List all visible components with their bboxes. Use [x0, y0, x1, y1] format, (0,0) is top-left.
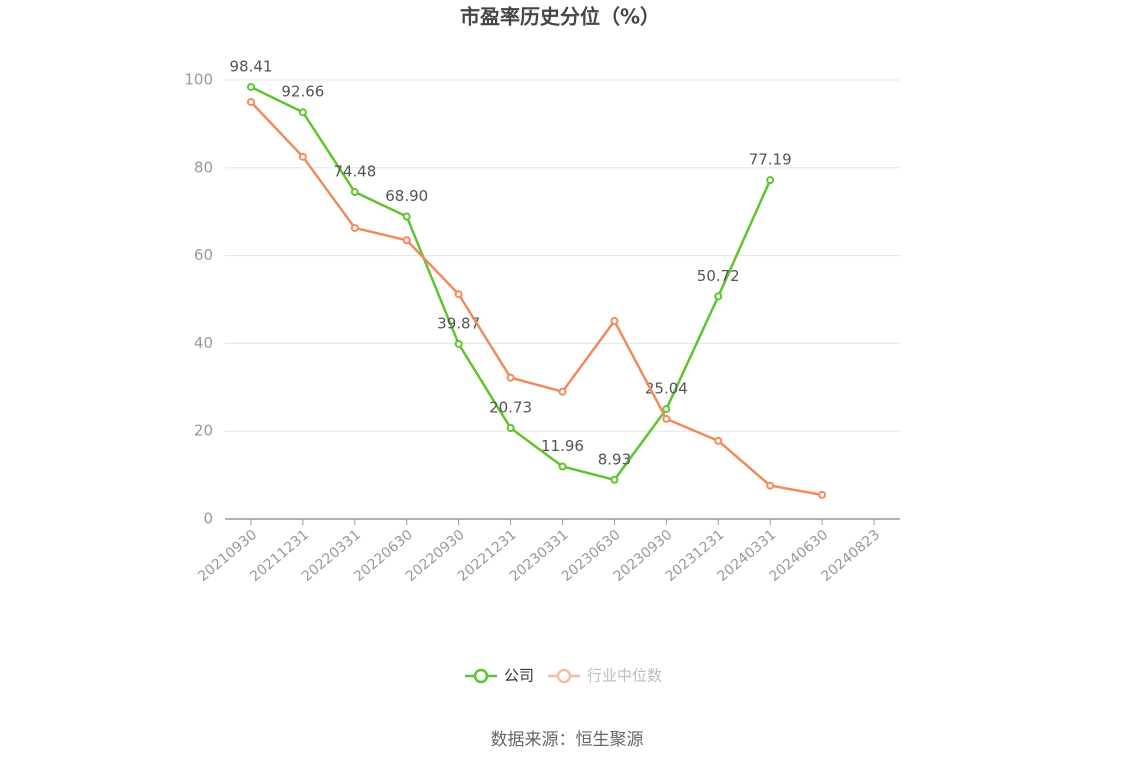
- data-point: [506, 423, 515, 432]
- data-point: [454, 339, 463, 348]
- data-label: 98.41: [229, 57, 272, 75]
- data-point: [350, 223, 359, 232]
- legend-label: 公司: [504, 667, 534, 685]
- legend-item: 行业中位数: [548, 667, 662, 685]
- legend-marker: [556, 668, 572, 684]
- data-point: [766, 176, 775, 185]
- y-tick-label: 20: [194, 422, 213, 440]
- data-label: 39.87: [437, 314, 480, 332]
- series-line: [250, 101, 823, 497]
- data-point: [766, 481, 775, 490]
- data-point: [558, 462, 567, 471]
- data-point: [402, 212, 411, 221]
- legend-item: 公司: [465, 667, 534, 685]
- legend-marker: [473, 668, 489, 684]
- data-point: [714, 436, 723, 445]
- data-point: [246, 82, 255, 91]
- data-point: [558, 387, 567, 396]
- data-point: [246, 97, 255, 106]
- data-label: 92.66: [281, 83, 324, 101]
- y-tick-label: 100: [184, 71, 213, 89]
- data-point: [818, 490, 827, 499]
- chart-title: 市盈率历史分位（%）: [460, 5, 660, 29]
- y-tick-label: 40: [194, 334, 213, 352]
- legend-label: 行业中位数: [587, 667, 662, 685]
- data-label: 50.72: [697, 267, 740, 285]
- series-line: [250, 85, 772, 482]
- data-label: 77.19: [749, 151, 792, 169]
- data-label: 68.90: [385, 187, 428, 205]
- data-label: 20.73: [489, 398, 532, 416]
- data-point: [714, 292, 723, 301]
- data-point: [454, 290, 463, 299]
- y-tick-label: 80: [194, 158, 213, 176]
- y-tick-label: 60: [194, 246, 213, 264]
- data-point: [350, 188, 359, 197]
- data-label: 11.96: [541, 437, 584, 455]
- y-tick-label: 0: [203, 510, 213, 528]
- data-point: [662, 414, 671, 423]
- data-label: 8.93: [598, 450, 631, 468]
- source-note: 数据来源：恒生聚源: [491, 730, 644, 750]
- data-point: [298, 108, 307, 117]
- data-point: [402, 236, 411, 245]
- data-point: [610, 317, 619, 326]
- data-point: [298, 152, 307, 161]
- data-point: [662, 405, 671, 414]
- data-label: 25.04: [645, 380, 688, 398]
- data-point: [506, 373, 515, 382]
- data-point: [610, 475, 619, 484]
- data-label: 74.48: [333, 163, 376, 181]
